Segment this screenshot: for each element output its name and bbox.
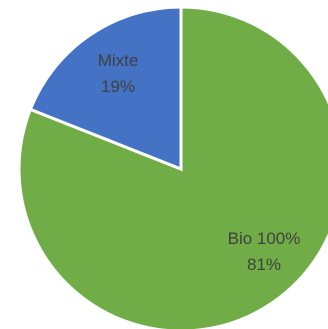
slice-label-bio: Bio 100% 81% (228, 229, 301, 274)
slice-percent-label: 81% (247, 255, 281, 274)
pie-slices (17, 5, 328, 329)
slice-category-label: Bio 100% (228, 229, 301, 248)
pie-slice-bio (17, 5, 328, 329)
slice-percent-label: 19% (101, 77, 135, 96)
pie-labels: Bio 100% 81% Mixte 19% (98, 51, 301, 274)
slice-label-mixte: Mixte 19% (98, 51, 139, 96)
slice-category-label: Mixte (98, 51, 139, 70)
pie-slice-mixte (28, 5, 183, 172)
